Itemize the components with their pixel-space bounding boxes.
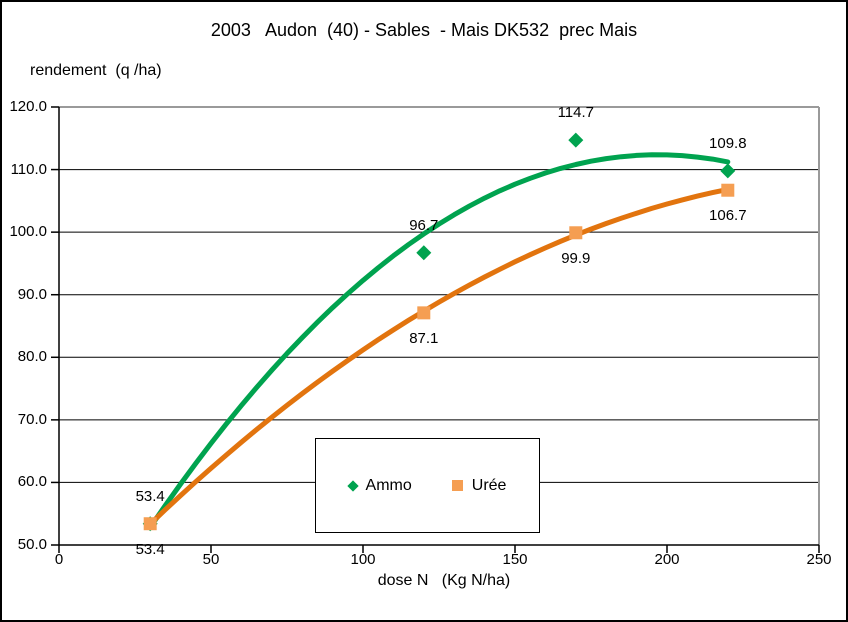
marker-ammo-3 (720, 163, 736, 179)
trend-curve-uree (147, 186, 731, 527)
x-tick-label-150: 150 (502, 551, 528, 568)
trend-curve-ammo (147, 152, 731, 530)
legend-box: Ammo Urée (315, 438, 540, 533)
marker-uree-2 (569, 226, 583, 240)
data-label-uree-2: 99.9 (561, 249, 591, 267)
y-tick-label-70.0: 70.0 (17, 410, 47, 428)
data-label-ammo-2: 114.7 (557, 104, 595, 122)
x-tick-label-200: 200 (654, 551, 680, 568)
marker-uree-1 (417, 306, 431, 320)
marker-ammo-2 (568, 132, 584, 148)
ammo-diamond-icon (346, 479, 359, 492)
y-tick-label-60.0: 60.0 (17, 473, 47, 491)
data-label-ammo-1: 96.7 (409, 216, 439, 234)
legend-label-ammo: Ammo (365, 476, 412, 494)
uree-square-icon (451, 480, 463, 491)
y-tick-label-50.0: 50.0 (17, 536, 47, 553)
marker-uree-3 (721, 183, 735, 197)
legend-entry-uree: Urée (451, 476, 507, 495)
x-tick-label-0: 0 (54, 551, 64, 568)
data-label-uree-1: 87.1 (409, 329, 439, 347)
legend-entry-ammo: Ammo (346, 476, 412, 495)
data-label-ammo-0: 53.4 (135, 487, 165, 505)
x-tick-label-50: 50 (202, 551, 220, 568)
y-axis-title: rendement (q /ha) (30, 62, 162, 79)
y-tick-label-110.0: 110.0 (10, 160, 47, 178)
data-label-uree-3: 106.7 (709, 207, 747, 225)
legend-label-uree: Urée (471, 476, 507, 494)
y-tick-label-80.0: 80.0 (17, 348, 47, 366)
x-tick-label-250: 250 (806, 551, 832, 568)
data-label-uree-0: 53.4 (135, 540, 165, 558)
x-tick-label-100: 100 (350, 551, 376, 568)
y-tick-label-90.0: 90.0 (17, 285, 47, 303)
marker-ammo-1 (416, 245, 432, 261)
chart-title: 2003 Audon (40) - Sables - Mais DK532 pr… (210, 20, 638, 40)
y-tick-label-120.0: 120.0 (9, 98, 47, 115)
x-axis-title: dose N (Kg N/ha) (377, 572, 511, 589)
marker-uree-0 (143, 517, 157, 531)
y-tick-label-100.0: 100.0 (9, 223, 47, 241)
data-label-ammo-3: 109.8 (709, 134, 747, 152)
